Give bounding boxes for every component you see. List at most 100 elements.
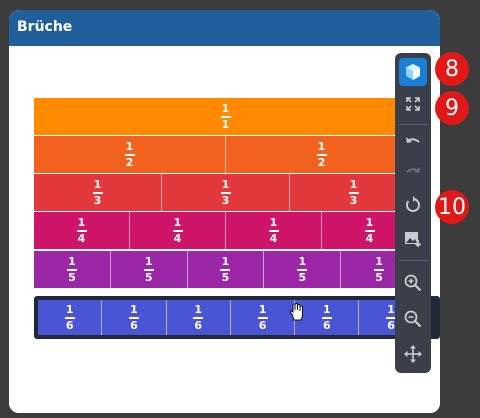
toolbar (395, 53, 431, 373)
numerator: 1 (77, 215, 86, 229)
denominator: 6 (387, 318, 395, 332)
numerator: 1 (387, 302, 395, 316)
move-icon (404, 345, 422, 363)
denominator: 4 (269, 231, 278, 245)
fraction-bar (220, 115, 231, 118)
redo-button[interactable] (399, 158, 427, 186)
fraction-bar (193, 316, 204, 319)
fraction-bar (172, 229, 183, 232)
expand-icon (406, 97, 420, 111)
fullscreen-button[interactable] (399, 90, 427, 118)
move-button[interactable] (399, 340, 427, 368)
numerator: 1 (194, 302, 203, 316)
denominator: 6 (258, 318, 267, 332)
denominator: 5 (375, 270, 383, 284)
image-download-icon (405, 232, 422, 248)
denominator: 5 (68, 270, 76, 284)
3d-view-button[interactable] (399, 58, 427, 86)
fraction-bar (76, 229, 87, 232)
fraction-bar (316, 153, 327, 156)
denominator: 3 (221, 193, 230, 207)
undo-button[interactable] (399, 128, 427, 156)
fraction-bar (297, 268, 308, 271)
denominator: 2 (317, 155, 326, 169)
denominator: 5 (298, 270, 307, 284)
fraction-bar (257, 316, 268, 319)
numerator: 1 (173, 215, 182, 229)
fraction-bar (220, 191, 231, 194)
zoom-in-button[interactable] (399, 269, 427, 297)
fraction-bar (348, 191, 359, 194)
numerator: 1 (298, 254, 307, 268)
title-bar: Brüche (9, 10, 440, 46)
reset-button[interactable] (399, 191, 427, 219)
numerator: 1 (130, 302, 138, 316)
denominator: 5 (144, 270, 153, 284)
denominator: 4 (77, 231, 86, 245)
denominator: 5 (221, 270, 230, 284)
numerator: 1 (323, 302, 331, 316)
fraction-bar (143, 268, 154, 271)
fraction-bar (66, 268, 77, 271)
fraction-bar (321, 316, 332, 319)
denominator: 3 (349, 193, 358, 207)
denominator: 1 (221, 117, 230, 131)
numerator: 1 (375, 254, 383, 268)
fraction-bar (128, 316, 139, 319)
denominator: 3 (93, 193, 102, 207)
denominator: 6 (194, 318, 203, 332)
step-badge-9: 9 (435, 91, 469, 125)
denominator: 4 (365, 231, 374, 245)
zoom-out-button[interactable] (399, 305, 427, 333)
fraction-bar (386, 316, 397, 319)
numerator: 1 (317, 139, 326, 153)
fraction-bar (374, 268, 385, 271)
numerator: 1 (349, 177, 358, 191)
fraction-bar (268, 229, 279, 232)
save-image-button[interactable] (399, 225, 427, 253)
fraction-bar (220, 268, 231, 271)
numerator: 1 (68, 254, 76, 268)
redo-icon (406, 167, 420, 173)
